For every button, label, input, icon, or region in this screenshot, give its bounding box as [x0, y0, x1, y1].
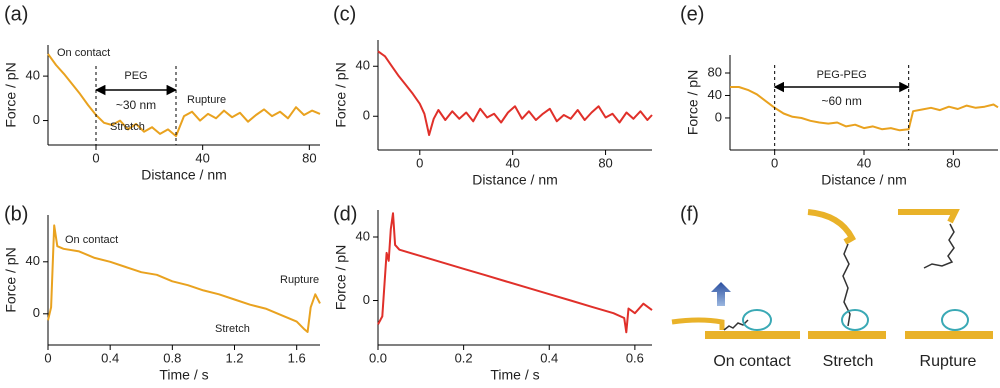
stage-label: Stretch [823, 353, 874, 370]
annotation: Stretch [110, 121, 145, 133]
x-tick-label: 80 [946, 155, 960, 170]
y-axis-label: Force / pN [685, 70, 701, 135]
y-axis-label: Force / pN [3, 62, 19, 127]
y-tick-label: 0 [363, 108, 370, 123]
diagram: (f) On contact Stretch Rupture [671, 203, 993, 370]
x-axis-label: Distance / nm [821, 172, 907, 188]
surface [705, 331, 800, 339]
y-tick-label: 40 [356, 58, 370, 73]
span-label: PEG [124, 70, 147, 82]
cantilever [898, 209, 960, 224]
x-axis-label: Time / s [159, 367, 208, 383]
surface [905, 331, 993, 339]
stage-label: Rupture [920, 353, 977, 370]
protein [841, 309, 869, 331]
trace [377, 212, 653, 334]
annotation: Stretch [215, 323, 250, 335]
x-axis-label: Distance / nm [472, 172, 558, 188]
panel-label: (d) [333, 203, 357, 225]
annotation: On contact [57, 47, 110, 59]
y-tick-label: 0 [363, 292, 370, 307]
x-tick-label: 0.4 [101, 350, 119, 365]
x-tick-label: 40 [195, 150, 209, 165]
protein [941, 309, 969, 331]
span-label: PEG-PEG [817, 69, 867, 81]
y-tick-label: 0 [33, 112, 40, 127]
annotation: Rupture [187, 94, 226, 106]
stage-label: On contact [713, 353, 791, 370]
panel-label: (a) [4, 3, 28, 25]
x-tick-label: 0.8 [163, 350, 181, 365]
panel-label: (f) [680, 203, 699, 225]
x-tick-label: 40 [505, 155, 519, 170]
trace [47, 224, 321, 333]
x-tick-label: 1.6 [288, 350, 306, 365]
y-tick-label: 40 [26, 68, 40, 83]
annotation: On contact [65, 234, 118, 246]
panel-label: (c) [333, 3, 356, 25]
y-axis-label: Force / pN [333, 245, 349, 310]
x-tick-label: 40 [857, 155, 871, 170]
trace [377, 50, 653, 136]
panel-label: (b) [4, 203, 28, 225]
cantilever [807, 209, 856, 245]
x-axis-label: Distance / nm [141, 167, 227, 183]
trace [730, 86, 999, 132]
arrow-up [711, 282, 731, 306]
panel-label: (e) [680, 3, 704, 25]
y-tick-label: 80 [708, 64, 722, 79]
x-tick-label: 80 [302, 150, 316, 165]
surface [808, 331, 886, 339]
x-tick-label: 80 [598, 155, 612, 170]
x-tick-label: 0.4 [540, 350, 558, 365]
y-tick-label: 0 [33, 305, 40, 320]
annotation: Rupture [280, 274, 319, 286]
y-tick-label: 40 [26, 253, 40, 268]
y-axis-label: Force / pN [333, 62, 349, 127]
x-tick-label: 0.0 [369, 350, 387, 365]
x-tick-label: 0 [92, 150, 99, 165]
span-length: ~30 nm [116, 98, 156, 112]
trace [47, 53, 321, 138]
cantilever [671, 317, 725, 330]
y-tick-label: 40 [708, 87, 722, 102]
x-axis-label: Time / s [490, 367, 539, 383]
x-tick-label: 1.2 [225, 350, 243, 365]
y-axis-label: Force / pN [3, 247, 19, 312]
x-tick-label: 0.6 [626, 350, 644, 365]
x-tick-label: 0.2 [455, 350, 473, 365]
x-tick-label: 0 [771, 155, 778, 170]
y-tick-label: 40 [356, 228, 370, 243]
x-tick-label: 0 [416, 155, 423, 170]
peg-chain [923, 223, 955, 269]
x-tick-label: 0 [44, 350, 51, 365]
y-tick-label: 0 [715, 109, 722, 124]
span-length: ~60 nm [821, 94, 861, 108]
protein [742, 309, 772, 331]
